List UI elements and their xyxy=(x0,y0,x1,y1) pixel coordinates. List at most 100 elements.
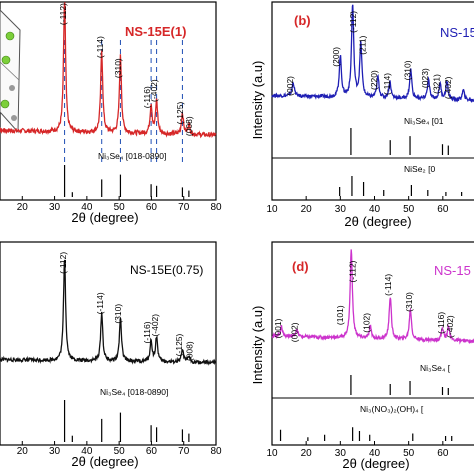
peak-label: (001) xyxy=(273,318,283,338)
x-tick-label: 20 xyxy=(17,446,29,457)
peak-labels: (001) (002) (-112) (101) (102) (-114) (310) (-1… xyxy=(273,260,455,342)
panel-letter: (d) xyxy=(292,259,309,274)
peak-label: (-114) xyxy=(95,292,105,314)
sample-label: NS-15 xyxy=(440,25,474,40)
peak-label: (310) xyxy=(113,58,123,78)
peak-label: (220) xyxy=(369,70,379,90)
x-tick-label: 50 xyxy=(403,204,415,215)
x-axis-label: 2θ (degree) xyxy=(342,456,409,471)
plot-frame xyxy=(0,241,217,446)
peak-label: (-402) xyxy=(149,79,159,102)
peak-label: (-112) xyxy=(58,3,68,25)
peak-label: (-112) xyxy=(58,252,68,274)
x-axis: 20 30 40 50 60 70 80 xyxy=(17,441,222,457)
reference-pattern-1 xyxy=(350,128,449,155)
x-axis-label: 2θ (degree) xyxy=(344,214,411,229)
panel-a: 20 30 40 50 60 70 80 (-112)(-114)(310)(-116)(-… xyxy=(0,1,222,225)
x-tick-label: 60 xyxy=(146,202,158,213)
x-tick-label: 10 xyxy=(266,204,278,215)
panel-c: 20 30 40 50 60 70 80 (-112)(-114) (310)(-116)(-… xyxy=(0,241,222,469)
reference-label-2: Ni₃(NO₃)₂(OH)₄ [ xyxy=(360,404,424,414)
peak-labels: (-112) (-114) (310) (-116)(-402) (-125)(008) xyxy=(58,3,194,136)
peak-label: (002) xyxy=(285,76,295,96)
peak-label: (200) xyxy=(331,47,341,67)
x-tick-label: 30 xyxy=(335,204,347,215)
reference-pattern-1 xyxy=(350,375,449,395)
x-tick-label: 30 xyxy=(335,448,347,459)
x-axis-label: 2θ (degree) xyxy=(71,210,138,225)
peak-label: (-114) xyxy=(383,274,393,296)
y-axis-label: Intensity (a.u) xyxy=(250,61,265,140)
panel-b: 10 20 30 40 50 60 (002) (200) (-112)(211) (220) (… xyxy=(250,1,474,229)
x-axis: 10 20 30 40 50 60 xyxy=(266,441,449,459)
panel-d: 10 20 30 40 50 60 (001) (002)(-112)(101) (102)(… xyxy=(250,241,474,471)
x-tick-label: 50 xyxy=(114,202,126,213)
x-tick-label: 60 xyxy=(146,446,158,457)
reference-pattern-2 xyxy=(339,176,463,196)
x-tick-label: 30 xyxy=(49,446,61,457)
xrd-trace xyxy=(271,4,474,104)
peak-label: (002) xyxy=(289,322,299,342)
reference-label-2: NiSe₂ [0 xyxy=(404,164,435,174)
peak-label: (-112) xyxy=(348,11,358,33)
xrd-trace xyxy=(0,259,217,366)
peak-labels: (-112) (-114) (310) (-116)(-402) (-125)(008) xyxy=(58,252,195,362)
x-tick-label: 40 xyxy=(81,446,93,457)
reference-label-1: Ni₃Se₄ [01 xyxy=(404,116,444,126)
peak-label: (-116) xyxy=(142,321,152,343)
x-tick-label: 70 xyxy=(178,446,190,457)
peak-label: (-402) xyxy=(150,314,160,337)
reference-pattern xyxy=(63,400,190,442)
peak-label: (211) xyxy=(358,35,368,54)
crystal-structure-inset xyxy=(0,9,21,134)
peak-label: (-114) xyxy=(95,36,105,58)
x-tick-label: 40 xyxy=(81,202,93,213)
x-tick-label: 60 xyxy=(437,448,449,459)
y-axis-label: Intensity (a.u) xyxy=(250,306,265,385)
peak-label: (008) xyxy=(185,341,195,361)
reference-pattern-2 xyxy=(279,427,453,441)
x-tick-label: 20 xyxy=(301,204,313,215)
xrd-trace xyxy=(271,249,474,345)
peak-label: (023) xyxy=(420,68,430,88)
x-axis: 20 30 40 50 60 70 80 xyxy=(17,196,222,213)
sample-label: NS-15 xyxy=(434,263,471,278)
peak-label: (310) xyxy=(113,304,123,324)
x-tick-label: 60 xyxy=(437,204,449,215)
x-tick-label: 50 xyxy=(403,448,415,459)
x-axis: 10 20 30 40 50 60 xyxy=(266,196,449,215)
x-tick-label: 20 xyxy=(17,202,29,213)
plot-frame xyxy=(0,1,217,201)
peak-label: (-402) xyxy=(443,76,453,99)
peak-label: (310) xyxy=(404,292,414,312)
peak-label: (-125) xyxy=(175,102,185,125)
peak-label: (-125) xyxy=(174,333,184,356)
x-tick-label: 80 xyxy=(210,202,222,213)
x-tick-label: 40 xyxy=(369,204,381,215)
panel-letter: (b) xyxy=(294,13,311,28)
x-tick-label: 20 xyxy=(301,448,313,459)
reference-label: Ni₃Se₄ [018-0890] xyxy=(98,151,166,161)
x-tick-label: 80 xyxy=(210,446,222,457)
reference-pattern xyxy=(63,40,190,197)
sample-label: NS-15E(1) xyxy=(125,24,186,39)
x-tick-label: 30 xyxy=(49,202,61,213)
peak-label: (008) xyxy=(184,116,194,136)
reference-label: Ni₃Se₄ [018-0890] xyxy=(100,387,168,397)
peak-label: (-402) xyxy=(445,315,455,338)
peak-label: (321) xyxy=(431,74,441,94)
peak-label: (102) xyxy=(362,313,372,333)
peak-label: (310) xyxy=(403,60,413,80)
x-axis-label: 2θ (degree) xyxy=(71,454,138,469)
peak-labels: (002) (200) (-112)(211) (220) (-114) (310) (02… xyxy=(285,11,453,99)
sample-label: NS-15E(0.75) xyxy=(130,263,203,277)
x-tick-label: 10 xyxy=(266,448,278,459)
xrd-trace xyxy=(0,2,217,139)
x-tick-label: 50 xyxy=(114,446,126,457)
peak-label: (101) xyxy=(335,305,345,325)
peak-label: (-116) xyxy=(436,312,446,334)
x-tick-label: 40 xyxy=(369,448,381,459)
reference-label-1: Ni₃Se₄ [ xyxy=(420,363,451,373)
x-tick-label: 70 xyxy=(178,202,190,213)
